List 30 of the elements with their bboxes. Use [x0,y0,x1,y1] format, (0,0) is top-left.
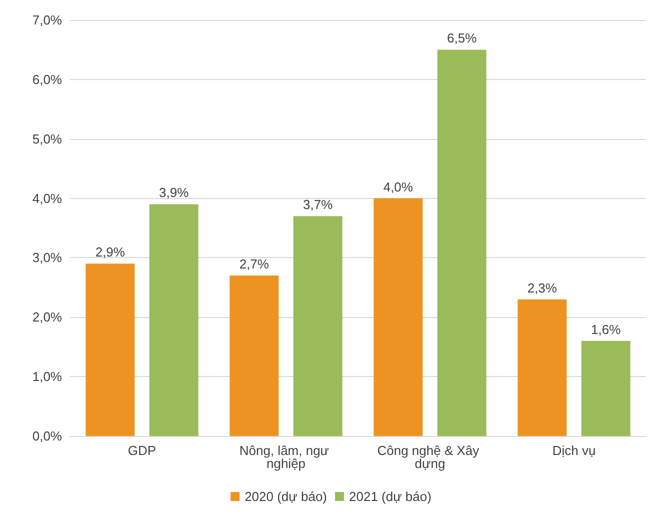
y-tick-label: 4,0% [32,190,62,206]
y-tick-label: 2,0% [32,310,62,325]
data-label: 6,5% [447,30,478,46]
y-tick-label: 1,0% [32,369,62,384]
bar [149,204,198,436]
y-tick-label: 3,0% [32,250,62,266]
data-label: 1,6% [591,322,622,337]
y-tick-label: 5,0% [32,131,62,146]
x-tick-label: Dịch vụ [552,443,596,458]
y-tick-label: 0,0% [32,428,62,444]
bar [437,50,486,436]
legend-label: 2020 (dự báo) [244,489,328,504]
bar [230,276,279,436]
data-label: 2,9% [95,244,126,260]
data-label: 2,7% [239,256,270,272]
y-tick-label: 6,0% [32,72,62,87]
x-tick-label: GDP [128,443,156,458]
data-label: 3,9% [159,185,190,200]
x-tick-label: Công nghệ & Xây dựng [377,443,483,471]
bar [581,340,630,436]
bar [293,216,342,436]
bar [86,264,135,436]
legend-label: 2021 (dự báo) [349,489,432,504]
data-label: 3,7% [303,197,334,212]
bar [374,198,423,436]
bar [518,299,567,436]
data-label: 2,3% [527,280,558,296]
data-label: 4,0% [383,179,414,194]
y-tick-label: 7,0% [32,12,62,28]
x-tick-label: Nông, lâm, ngư nghiệp [239,443,333,471]
